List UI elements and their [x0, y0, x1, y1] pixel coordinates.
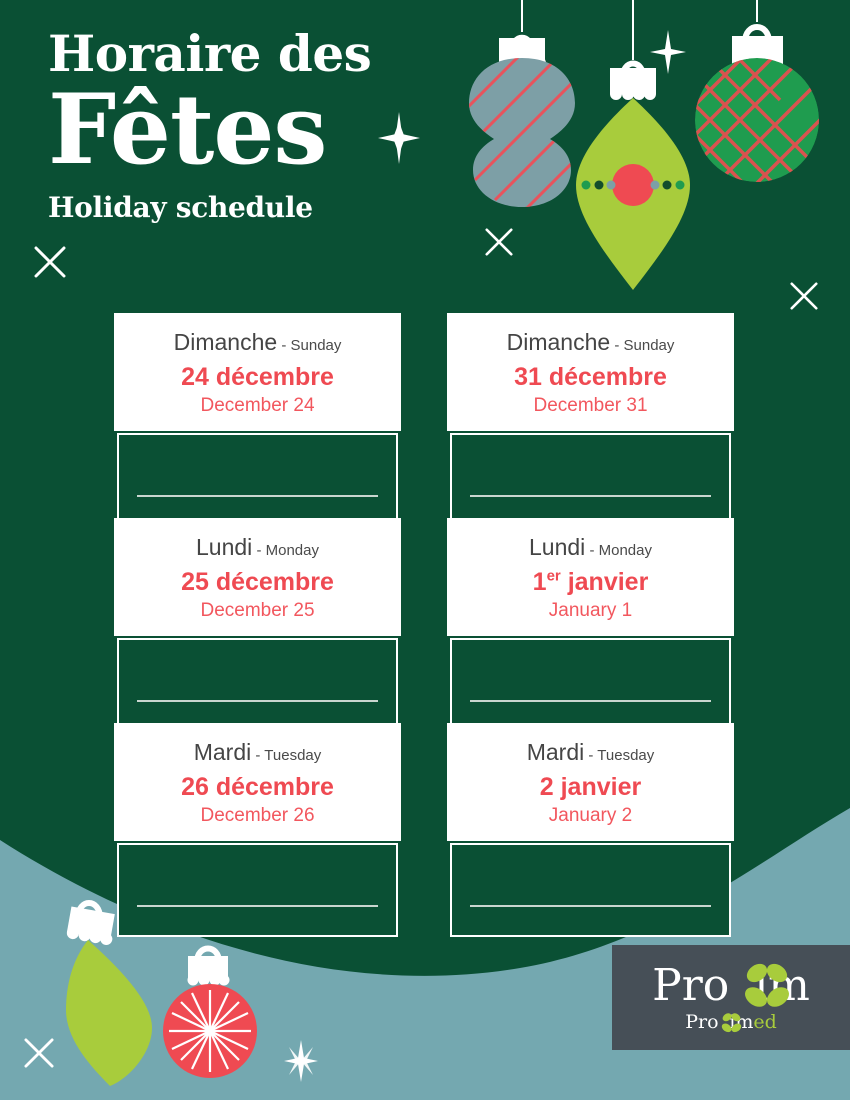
x-mark-icon	[485, 228, 513, 256]
card-day-separator: -	[277, 337, 291, 354]
card-write-line	[470, 700, 711, 702]
x-mark-icon	[34, 246, 66, 278]
card-date-number: 1	[532, 568, 547, 596]
card-header: Dimanche - Sunday 31 décembre December 3…	[447, 313, 734, 431]
card-date-en: January 2	[548, 805, 633, 826]
card-header: Dimanche - Sunday 24 décembre December 2…	[114, 313, 401, 431]
card-day-separator: -	[610, 337, 624, 354]
card-day-fr: Mardi	[193, 739, 252, 765]
card-note-area[interactable]	[117, 843, 398, 937]
title-line-1: Horaire des	[48, 24, 372, 83]
card-day-fr: Dimanche	[173, 329, 278, 355]
logo-sub-suffix: ed	[753, 1010, 777, 1033]
card-day-en: Monday	[598, 542, 652, 559]
logo-sub-prefix: Pro	[685, 1010, 719, 1033]
x-mark-icon	[790, 282, 818, 310]
schedule-card[interactable]: Dimanche - Sunday 31 décembre December 3…	[447, 313, 734, 530]
card-date-fr: 1er janvier	[457, 567, 724, 598]
lime-diamond-ornament	[576, 0, 690, 290]
card-write-line	[137, 495, 378, 497]
card-date-month: janvier	[560, 568, 649, 596]
card-day-separator: -	[585, 542, 599, 559]
schedule-card[interactable]: Lundi - Monday 1er janvier January 1	[447, 518, 734, 735]
lattice-ball-ornament	[695, 0, 819, 182]
card-day-en: Sunday	[623, 337, 675, 354]
card-note-area[interactable]	[450, 433, 731, 527]
card-note-area[interactable]	[450, 638, 731, 732]
card-day-en: Tuesday	[264, 747, 322, 764]
card-day-separator: -	[584, 747, 598, 764]
card-header: Lundi - Monday 25 décembre December 25	[114, 518, 401, 636]
card-header: Mardi - Tuesday 26 décembre December 26	[114, 723, 401, 841]
sparkle-icon	[378, 112, 420, 164]
butterfly-icon	[722, 1012, 742, 1032]
schedule-card[interactable]: Mardi - Tuesday 2 janvier January 2	[447, 723, 734, 940]
card-date-fr: 2 janvier	[539, 773, 642, 801]
card-day-row: Lundi - Monday	[124, 534, 391, 564]
sparkle-icon	[284, 1040, 318, 1082]
sparkle-icon	[650, 30, 686, 74]
card-date-en: December 26	[200, 805, 315, 826]
card-day-row: Mardi - Tuesday	[457, 739, 724, 769]
card-day-row: Lundi - Monday	[457, 534, 724, 564]
card-note-area[interactable]	[117, 638, 398, 732]
card-day-fr: Lundi	[196, 534, 253, 560]
red-starburst-ball-ornament	[163, 945, 257, 1078]
title-subtitle: Holiday schedule	[48, 191, 313, 224]
card-date-fr: 24 décembre	[181, 363, 334, 391]
card-day-fr: Mardi	[526, 739, 585, 765]
poster-header: Horaire des Fêtes Holiday schedule	[48, 28, 468, 224]
logo-brand-prefix: Pro	[652, 959, 730, 1011]
x-mark-icon	[24, 1038, 54, 1068]
striped-teardrop-ornament	[469, 0, 575, 207]
card-date-fr: 31 décembre	[514, 363, 667, 391]
card-day-row: Dimanche - Sunday	[124, 329, 391, 359]
logo-sub-wordmark: Proximed	[685, 1012, 777, 1032]
card-day-separator: -	[252, 542, 266, 559]
card-day-fr: Dimanche	[506, 329, 611, 355]
schedule-card[interactable]: Dimanche - Sunday 24 décembre December 2…	[114, 313, 401, 530]
card-day-row: Mardi - Tuesday	[124, 739, 391, 769]
card-write-line	[470, 905, 711, 907]
card-write-line	[137, 700, 378, 702]
card-date-en: December 25	[200, 600, 315, 621]
lime-teardrop-ornament	[66, 900, 152, 1086]
title-line-2: Fêtes	[48, 73, 327, 186]
card-date-ordinal: er	[546, 567, 561, 585]
proxim-logo[interactable]: Proxim Proximed	[612, 945, 850, 1050]
schedule-card[interactable]: Lundi - Monday 25 décembre December 25	[114, 518, 401, 735]
card-header: Lundi - Monday 1er janvier January 1	[447, 518, 734, 636]
butterfly-icon	[745, 963, 790, 1007]
card-day-row: Dimanche - Sunday	[457, 329, 724, 359]
card-day-en: Tuesday	[597, 747, 655, 764]
card-date-fr: 25 décembre	[181, 568, 334, 596]
card-day-en: Monday	[265, 542, 319, 559]
card-note-area[interactable]	[117, 433, 398, 527]
card-day-fr: Lundi	[529, 534, 586, 560]
schedule-card[interactable]: Mardi - Tuesday 26 décembre December 26	[114, 723, 401, 940]
card-day-separator: -	[251, 747, 265, 764]
card-date-en: December 24	[200, 395, 315, 416]
card-note-area[interactable]	[450, 843, 731, 937]
card-day-en: Sunday	[290, 337, 342, 354]
card-write-line	[470, 495, 711, 497]
logo-wordmark: Proxim	[652, 963, 810, 1008]
card-date-fr: 26 décembre	[181, 773, 334, 801]
card-date-en: December 31	[533, 395, 648, 416]
card-header: Mardi - Tuesday 2 janvier January 2	[447, 723, 734, 841]
card-date-en: January 1	[548, 600, 633, 621]
card-write-line	[137, 905, 378, 907]
